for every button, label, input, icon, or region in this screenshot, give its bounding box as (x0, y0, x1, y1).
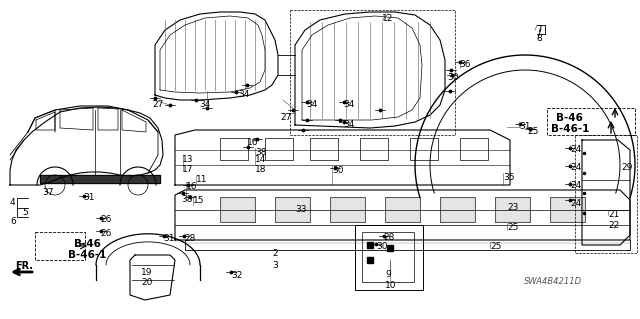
Text: 20: 20 (141, 278, 152, 287)
Text: 30: 30 (376, 242, 387, 251)
Text: 22: 22 (608, 221, 620, 230)
Text: 37: 37 (42, 188, 54, 197)
Bar (355, 225, 423, 290)
Bar (362, 232, 414, 282)
Text: 24: 24 (570, 181, 581, 190)
Text: 17: 17 (182, 165, 193, 174)
Bar (460, 138, 488, 160)
Text: 9: 9 (385, 270, 391, 279)
Text: 29: 29 (621, 163, 632, 172)
Bar (550, 197, 585, 222)
Text: 18: 18 (255, 165, 266, 174)
Text: 24: 24 (570, 145, 581, 154)
Text: 8: 8 (536, 34, 541, 43)
Text: 11: 11 (196, 175, 207, 184)
Text: 27: 27 (280, 113, 291, 122)
Text: 28: 28 (184, 234, 195, 243)
Text: 34: 34 (199, 100, 211, 109)
Text: 2: 2 (272, 249, 278, 258)
Polygon shape (331, 198, 364, 221)
Text: 38: 38 (255, 148, 266, 157)
Text: 21: 21 (608, 210, 620, 219)
Text: B-46: B-46 (74, 239, 101, 249)
Text: B-46: B-46 (556, 113, 583, 123)
Text: 14: 14 (255, 155, 266, 164)
Text: 4: 4 (10, 198, 15, 207)
Text: FR.: FR. (15, 261, 33, 271)
Text: 16: 16 (247, 138, 259, 147)
Text: 25: 25 (507, 223, 518, 232)
Text: 34: 34 (343, 100, 355, 109)
Text: 34: 34 (306, 100, 317, 109)
Polygon shape (40, 175, 160, 183)
Text: 27: 27 (152, 100, 163, 109)
Text: 28: 28 (383, 233, 394, 242)
Bar (265, 138, 293, 160)
Text: 24: 24 (570, 163, 581, 172)
Text: 38: 38 (181, 195, 193, 204)
Text: B-46-1: B-46-1 (551, 124, 589, 134)
Text: 26: 26 (100, 229, 111, 238)
Bar (220, 197, 255, 222)
Text: 25: 25 (527, 127, 538, 136)
Text: 12: 12 (382, 14, 394, 23)
Text: 6: 6 (10, 217, 16, 226)
Text: 34: 34 (343, 120, 355, 129)
Text: 35: 35 (503, 173, 515, 182)
Polygon shape (276, 198, 309, 221)
Polygon shape (496, 198, 529, 221)
Text: 33: 33 (295, 205, 307, 214)
Text: 10: 10 (385, 281, 397, 290)
Text: 7: 7 (536, 25, 541, 34)
Bar (575, 135, 637, 253)
Bar (275, 197, 310, 222)
Text: 24: 24 (570, 199, 581, 208)
Bar (220, 138, 248, 160)
Bar (35, 232, 85, 260)
Text: 16: 16 (186, 182, 198, 191)
Text: 30: 30 (332, 166, 344, 175)
Text: 13: 13 (182, 155, 193, 164)
Text: 31: 31 (519, 122, 531, 131)
Text: SWA4B4211D: SWA4B4211D (524, 277, 582, 286)
Text: 3: 3 (272, 261, 278, 270)
Text: 5: 5 (22, 208, 28, 217)
Bar (290, 10, 455, 135)
Polygon shape (221, 198, 254, 221)
Text: 26: 26 (100, 215, 111, 224)
Text: 31: 31 (83, 193, 95, 202)
Bar (330, 197, 365, 222)
Text: B-46-1: B-46-1 (68, 250, 106, 260)
Bar (547, 108, 635, 135)
Bar (310, 138, 338, 160)
Bar (440, 197, 475, 222)
Bar (360, 138, 388, 160)
Text: 36: 36 (459, 60, 470, 69)
Polygon shape (441, 198, 474, 221)
Polygon shape (551, 198, 584, 221)
Text: 32: 32 (231, 271, 243, 280)
Bar (385, 197, 420, 222)
Bar (410, 138, 438, 160)
Text: 23: 23 (507, 203, 518, 212)
Text: 19: 19 (141, 268, 152, 277)
Text: 15: 15 (193, 196, 205, 205)
Bar (495, 197, 530, 222)
Text: 25: 25 (490, 242, 501, 251)
Polygon shape (386, 198, 419, 221)
Text: 30: 30 (447, 73, 458, 82)
Text: 31: 31 (163, 234, 175, 243)
Text: 34: 34 (238, 90, 250, 99)
